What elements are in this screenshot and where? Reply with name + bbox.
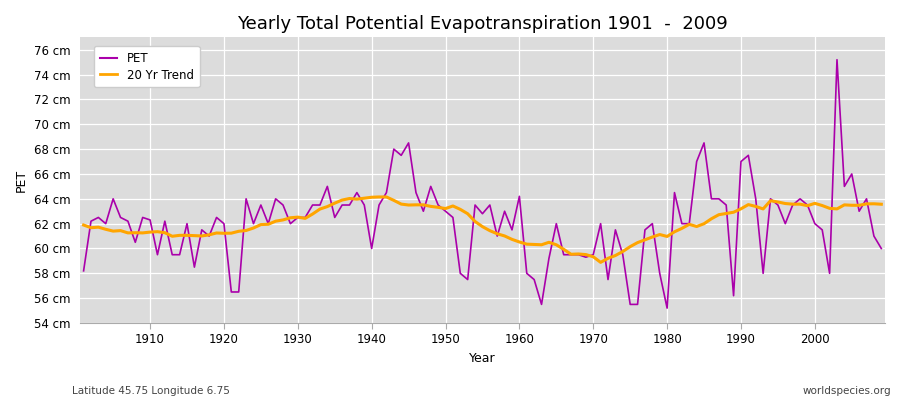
Text: Latitude 45.75 Longitude 6.75: Latitude 45.75 Longitude 6.75: [72, 386, 230, 396]
Title: Yearly Total Potential Evapotranspiration 1901  -  2009: Yearly Total Potential Evapotranspiratio…: [237, 15, 728, 33]
Text: worldspecies.org: worldspecies.org: [803, 386, 891, 396]
X-axis label: Year: Year: [469, 352, 496, 365]
Legend: PET, 20 Yr Trend: PET, 20 Yr Trend: [94, 46, 200, 88]
Y-axis label: PET: PET: [15, 169, 28, 192]
